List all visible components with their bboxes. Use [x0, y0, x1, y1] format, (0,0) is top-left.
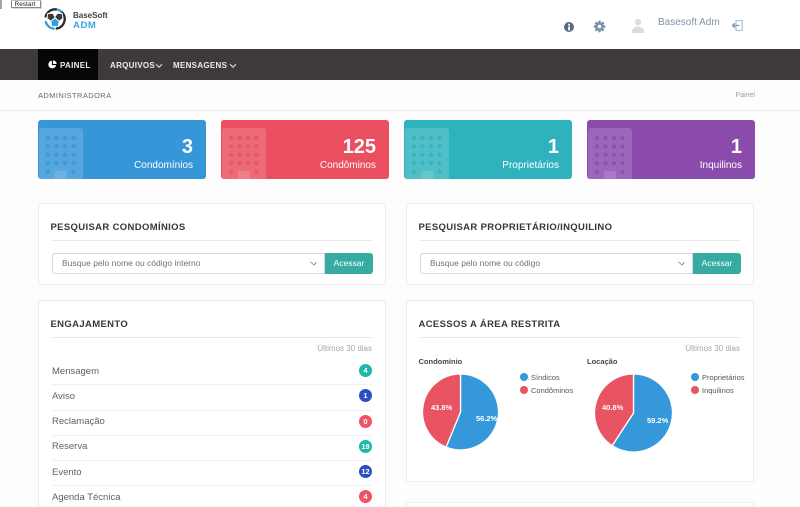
svg-text:Locação: Locação: [587, 357, 618, 366]
svg-text:Síndicos: Síndicos: [531, 373, 560, 382]
svg-text:59.2%: 59.2%: [647, 416, 669, 425]
svg-text:56.2%: 56.2%: [476, 414, 498, 423]
svg-text:Proprietários: Proprietários: [702, 373, 745, 382]
svg-text:43.8%: 43.8%: [431, 403, 453, 412]
svg-text:40.8%: 40.8%: [602, 403, 624, 412]
svg-text:Inquilinos: Inquilinos: [702, 386, 734, 395]
svg-text:Condomínio: Condomínio: [419, 357, 463, 366]
svg-text:Condôminos: Condôminos: [531, 386, 573, 395]
